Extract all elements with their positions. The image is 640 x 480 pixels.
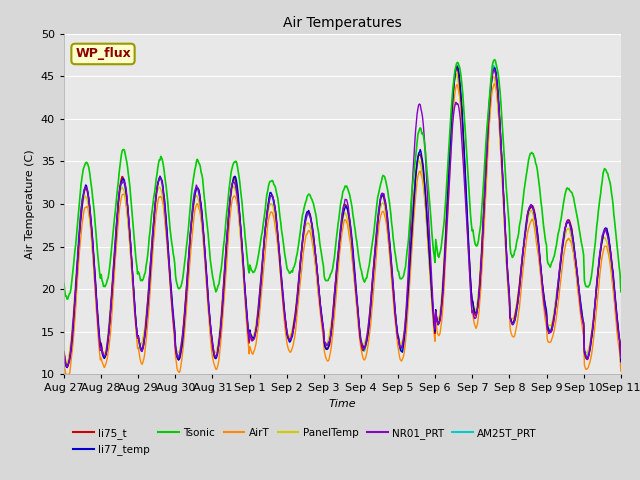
- li75_t: [617, 356, 625, 362]
- Line: li77_temp: li77_temp: [64, 66, 621, 368]
- li77_temp: [128, 265, 136, 271]
- Tsonic: [617, 289, 625, 295]
- PanelTemp: [452, 71, 460, 76]
- PanelTemp: [71, 291, 79, 297]
- Text: WP_flux: WP_flux: [75, 48, 131, 60]
- li75_t: [428, 281, 435, 287]
- AirT: [185, 275, 193, 281]
- NR01_PRT: [63, 364, 71, 370]
- AM25T_PRT: [428, 282, 435, 288]
- li77_temp: [428, 280, 435, 286]
- PanelTemp: [617, 353, 625, 359]
- AirT: [428, 288, 435, 294]
- AirT: [411, 203, 419, 209]
- AM25T_PRT: [63, 363, 70, 369]
- li75_t: [64, 364, 72, 370]
- X-axis label: Time: Time: [328, 399, 356, 409]
- NR01_PRT: [411, 139, 419, 145]
- li77_temp: [214, 346, 222, 352]
- Title: Air Temperatures: Air Temperatures: [283, 16, 402, 30]
- Tsonic: [411, 161, 419, 167]
- li77_temp: [63, 365, 71, 371]
- Tsonic: [491, 57, 499, 62]
- li77_temp: [71, 298, 79, 304]
- PanelTemp: [60, 348, 68, 353]
- Tsonic: [428, 218, 435, 224]
- AM25T_PRT: [128, 268, 136, 274]
- li75_t: [71, 297, 79, 303]
- NR01_PRT: [185, 255, 193, 261]
- AirT: [60, 360, 68, 366]
- PanelTemp: [428, 288, 435, 294]
- Tsonic: [185, 223, 193, 228]
- AirT: [128, 276, 136, 282]
- AM25T_PRT: [214, 345, 222, 351]
- li77_temp: [411, 188, 419, 194]
- Line: li75_t: li75_t: [64, 67, 621, 367]
- Tsonic: [128, 210, 136, 216]
- Line: NR01_PRT: NR01_PRT: [64, 69, 621, 367]
- Line: AirT: AirT: [64, 84, 621, 374]
- AirT: [63, 372, 70, 377]
- AM25T_PRT: [411, 181, 419, 187]
- PanelTemp: [128, 273, 136, 279]
- Line: AM25T_PRT: AM25T_PRT: [64, 66, 621, 366]
- PanelTemp: [63, 360, 70, 366]
- li75_t: [214, 346, 222, 351]
- PanelTemp: [214, 340, 222, 346]
- AM25T_PRT: [490, 63, 498, 69]
- PanelTemp: [185, 254, 193, 260]
- AM25T_PRT: [185, 253, 193, 259]
- li75_t: [411, 183, 419, 189]
- li75_t: [60, 349, 68, 355]
- Tsonic: [71, 248, 79, 254]
- NR01_PRT: [71, 298, 79, 303]
- AM25T_PRT: [617, 359, 625, 365]
- li77_temp: [185, 258, 193, 264]
- AirT: [214, 361, 222, 367]
- li77_temp: [60, 354, 68, 360]
- Legend: li75_t, li77_temp, Tsonic, AirT, PanelTemp, NR01_PRT, AM25T_PRT: li75_t, li77_temp, Tsonic, AirT, PanelTe…: [69, 424, 541, 459]
- AirT: [491, 81, 499, 86]
- Y-axis label: Air Temperature (C): Air Temperature (C): [26, 149, 35, 259]
- li77_temp: [454, 63, 461, 69]
- li77_temp: [617, 359, 625, 365]
- li75_t: [128, 264, 136, 270]
- NR01_PRT: [128, 265, 136, 271]
- NR01_PRT: [60, 349, 68, 355]
- Line: Tsonic: Tsonic: [64, 60, 621, 299]
- Tsonic: [63, 296, 71, 302]
- NR01_PRT: [490, 66, 498, 72]
- AirT: [71, 317, 79, 323]
- Line: PanelTemp: PanelTemp: [64, 73, 621, 363]
- Tsonic: [214, 283, 222, 288]
- li75_t: [452, 64, 460, 70]
- AM25T_PRT: [60, 356, 68, 362]
- Tsonic: [60, 280, 68, 286]
- NR01_PRT: [428, 264, 435, 270]
- PanelTemp: [411, 183, 419, 189]
- NR01_PRT: [214, 347, 222, 352]
- AM25T_PRT: [71, 295, 79, 300]
- NR01_PRT: [617, 355, 625, 361]
- li75_t: [185, 255, 193, 261]
- AirT: [617, 368, 625, 374]
